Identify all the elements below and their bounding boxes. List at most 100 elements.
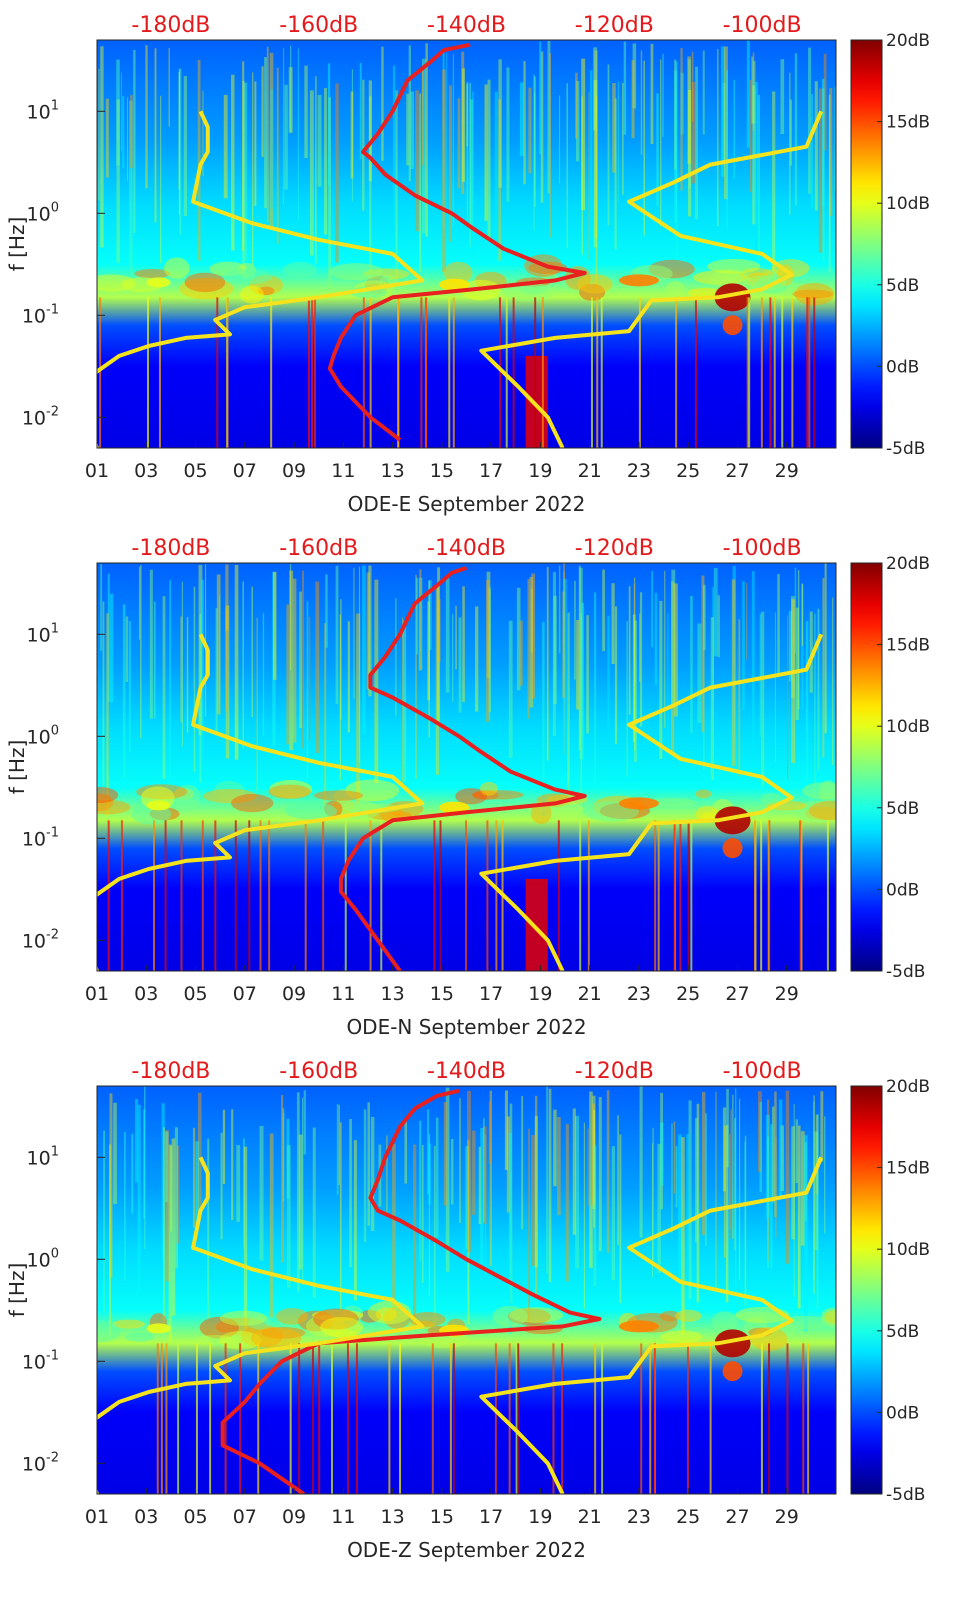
spectrogram-transient [201,820,204,971]
spectrogram-streak [197,1092,202,1216]
spectrogram-streak [814,1131,819,1251]
spectrogram-streak [593,47,598,131]
spectrogram-streak [549,53,551,238]
spectrogram-streak [591,1103,596,1205]
spectrogram-streak [494,91,498,241]
x-axis-label: ODE-E September 2022 [348,492,586,516]
spectrogram-blob [250,1327,302,1349]
spectrogram-streak [519,82,524,156]
spectrogram-transient [369,297,372,448]
colorbar-tick-label: 15dB [886,1159,930,1179]
spectrogram-streak [244,82,248,261]
spectrogram-transient [512,297,515,448]
spectrogram-streak [631,60,635,139]
spectrogram-transient [180,820,183,971]
spectrogram-transient [498,297,501,448]
spectrogram-streak [335,83,339,263]
spectrogram-column [525,355,548,448]
spectrogram-transient [195,1343,198,1494]
spectrogram-streak [581,96,583,255]
plot-area [97,1086,836,1494]
x-tick-label: 11 [331,1506,355,1528]
spectrogram-transient [362,297,365,448]
spectrogram-streak [667,613,669,748]
spectrogram-streak [286,1145,291,1289]
x-tick-label: 25 [676,1506,700,1528]
spectrogram-streak [421,65,424,166]
spectrogram-streak [546,1086,548,1274]
spectrogram-streak [207,1138,210,1319]
spectrogram-streak [261,66,264,157]
spectrogram-streak [563,571,565,755]
spectrogram-streak [547,40,551,194]
spectrogram-streak [578,565,581,751]
y-tick-exponent: 0 [51,200,59,215]
spectrogram-streak [153,601,156,719]
spectrogram-streak [461,68,465,182]
spectrogram-streak [160,95,162,264]
spectrogram-streak [315,581,320,754]
spectrogram-streak [109,593,114,703]
spectrogram-streak [116,99,120,264]
spectrogram-blob [97,786,119,804]
spectrogram-blob [455,788,488,805]
spectrogram-streak [195,1141,200,1225]
spectrogram-streak [472,91,474,257]
spectrogram-transient [495,820,498,971]
y-axis-label: f [Hz] [5,217,29,272]
spectrogram-streak [335,565,339,705]
spectrogram-streak [426,1109,430,1195]
top-axis-label: -120dB [575,13,654,38]
spectrogram-transient [786,1343,789,1494]
colorbar-tick-label: 10dB [886,194,930,214]
y-tick-exponent: 1 [51,98,59,113]
colorbar-tick-label: 5dB [886,276,919,296]
spectrogram-streak [611,1146,615,1281]
spectrogram-streak [730,1109,732,1240]
y-tick-base: 10 [27,726,51,748]
y-tick-label: 101 [27,621,59,646]
spectrogram-streak [595,95,598,288]
spectrogram-transient [209,1343,212,1494]
spectrogram-streak [680,48,683,191]
spectrogram-streak [680,72,684,135]
spectrogram-streak [304,65,308,158]
spectrogram-streak [761,611,765,787]
spectrogram-streak [735,1088,737,1287]
y-tick-label: 10-1 [22,825,59,850]
spectrogram-streak [766,1114,770,1219]
colorbar-tick-label: 15dB [886,113,930,133]
top-axis-label: -180dB [131,13,210,38]
spectrogram-streak [791,1126,795,1240]
spectrogram-streak [266,46,269,223]
x-tick-label: 21 [578,983,602,1005]
spectrogram-transient [397,297,400,448]
spectrogram-transient [517,1343,520,1494]
spectrogram-streak [289,570,294,751]
spectrogram-streak [98,69,100,201]
spectrogram-event [439,278,470,291]
spectrogram-streak [528,87,532,174]
spectrogram-transient [425,297,428,448]
spectrogram-streak [626,621,628,777]
spectrogram-streak [475,606,479,712]
spectrogram-streak [443,1101,447,1206]
spectrogram-streak [701,575,705,732]
spectrogram-streak [619,1134,622,1304]
spectrogram-streak [192,1127,196,1228]
spectrogram-streak [286,1118,290,1199]
spectrogram-streak [480,1128,484,1264]
spectrogram-transient [767,820,770,971]
axes-frame [96,562,837,972]
spectrogram-streak [539,41,542,155]
spectrogram-streak [824,563,827,734]
plot-area [97,563,836,971]
x-tick-label: 23 [627,1506,651,1528]
spectrogram-streak [169,579,172,779]
spectrogram-streak [170,1145,173,1232]
spectrogram-streak [374,579,379,783]
spectrogram-blob [240,285,264,304]
spectrogram-streak [415,574,417,779]
spectrogram-transient [452,297,455,448]
